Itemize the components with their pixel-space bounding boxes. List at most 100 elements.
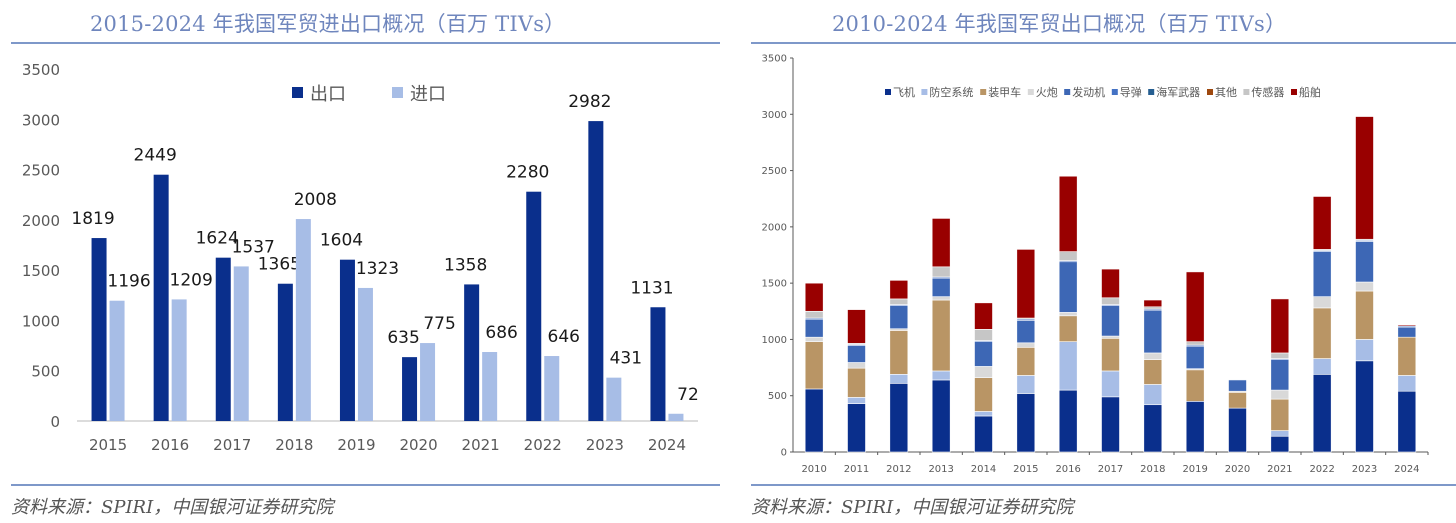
y-tick-label: 1000 [22, 312, 60, 330]
bar-segment-传感器 [1143, 306, 1163, 310]
bar-segment-飞机 [974, 415, 993, 453]
x-tick-label: 2011 [844, 464, 869, 475]
bar-segment-传感器 [974, 328, 993, 341]
x-tick-label: 2020 [1225, 464, 1250, 475]
bar-segment-飞机 [1143, 404, 1163, 453]
x-tick-label: 2016 [151, 436, 189, 454]
data-label: 431 [610, 349, 642, 369]
bar-export [153, 174, 169, 421]
bar-import [295, 219, 311, 421]
bar-segment-防空系统 [1101, 370, 1120, 398]
legend-swatch [1064, 89, 1071, 95]
legend-swatch [885, 89, 891, 95]
bar-segment-船舶 [1270, 298, 1290, 354]
legend-swatch [980, 89, 987, 95]
bar-import [109, 300, 125, 421]
bar-segment-防空系统 [1058, 341, 1078, 391]
bar-segment-船舶 [1016, 249, 1036, 319]
bar-segment-发动机 [931, 277, 951, 297]
left-source-divider [11, 484, 720, 486]
bar-segment-飞机 [931, 379, 951, 453]
bar-segment-装甲车 [1312, 307, 1332, 359]
y-tick-label: 2000 [22, 212, 60, 230]
bar-segment-发动机 [1270, 359, 1290, 391]
data-label: 1209 [170, 270, 213, 290]
x-tick-label: 2017 [213, 436, 251, 454]
bar-segment-装甲车 [804, 341, 824, 390]
bar-import [482, 352, 498, 421]
legend-swatch [1243, 89, 1250, 95]
x-tick-label: 2015 [1013, 464, 1038, 475]
legend-label: 进口 [410, 84, 446, 105]
data-label: 1323 [356, 259, 399, 279]
data-label: 2449 [134, 146, 177, 166]
bar-segment-飞机 [1185, 401, 1205, 453]
data-label: 1358 [444, 255, 487, 275]
bar-import [544, 356, 560, 421]
bar-segment-船舶 [804, 282, 824, 312]
import-export-bar-chart: 0 500 1000 1500 2000 2500 3000 3500 2015 1819 1196… [22, 61, 699, 454]
legend-label: 出口 [310, 84, 346, 105]
bar-import [420, 343, 436, 421]
data-label: 2280 [506, 163, 549, 183]
bar-segment-防空系统 [974, 411, 993, 417]
bar-segment-防空系统 [889, 374, 909, 384]
data-label: 2982 [568, 92, 611, 112]
bar-export [91, 238, 107, 421]
right-chart-panel: 2010-2024 年我国军贸出口概况（百万 TIVs） 0 500 1000 150… [740, 0, 1456, 523]
bar-segment-装甲车 [1228, 392, 1247, 409]
bar-segment-装甲车 [1355, 290, 1374, 340]
legend-label: 其他 [1215, 86, 1237, 99]
bar-segment-发动机 [1058, 261, 1078, 313]
data-label: 635 [387, 328, 419, 348]
legend-swatch [1148, 89, 1155, 95]
bar-segment-船舶 [1058, 175, 1078, 252]
bar-segment-装甲车 [1185, 369, 1205, 402]
bar-import [233, 266, 249, 421]
legend-label: 传感器 [1251, 86, 1284, 99]
bar-segment-发动机 [1397, 326, 1417, 338]
left-chart-panel: 2015-2024 年我国军贸进出口概况（百万 TIVs） 0 500 1000 15… [11, 12, 720, 518]
x-tick-label: 2013 [928, 464, 953, 475]
bar-segment-防空系统 [847, 397, 866, 404]
x-tick-label: 2018 [1140, 464, 1165, 475]
bar-segment-飞机 [1101, 396, 1120, 453]
bar-segment-发动机 [1143, 309, 1163, 354]
bar-import [357, 287, 373, 421]
y-tick-label: 3000 [762, 110, 787, 121]
bar-segment-防空系统 [931, 370, 951, 381]
bar-segment-装甲车 [1270, 398, 1290, 431]
bar-segment-火炮 [931, 296, 951, 301]
bar-segment-飞机 [804, 388, 824, 453]
data-label: 1131 [630, 278, 673, 298]
bar-segment-传感器 [931, 266, 951, 278]
right-source-note: 资料来源：SPIRI，中国银河证券研究院 [751, 497, 1074, 518]
data-label: 775 [423, 314, 455, 334]
legend-label: 导弹 [1120, 85, 1142, 99]
bar-segment-火炮 [1143, 352, 1163, 360]
bar-segment-船舶 [1397, 324, 1417, 327]
bar-export [650, 307, 666, 421]
bar-segment-发动机 [1185, 345, 1205, 369]
right-source-divider [751, 484, 1456, 486]
bar-segment-装甲车 [847, 367, 866, 398]
bar-segment-火炮 [1312, 296, 1332, 309]
bar-segment-装甲车 [974, 377, 993, 412]
bar-segment-飞机 [1355, 360, 1374, 453]
legend-swatch [921, 89, 928, 95]
x-tick-label: 2020 [399, 436, 437, 454]
x-tick-label: 2021 [462, 436, 500, 454]
x-tick-label: 2019 [337, 436, 375, 454]
legend-label: 海军武器 [1156, 85, 1200, 99]
bar-segment-船舶 [974, 302, 993, 330]
x-tick-label: 2016 [1055, 464, 1080, 475]
x-tick-label: 2023 [1352, 464, 1377, 475]
bar-segment-传感器 [889, 298, 909, 305]
bar-segment-装甲车 [1143, 359, 1163, 385]
export-category-stacked-chart: 0 500 1000 1500 2000 2500 3000 3500 2010 2011 2012… [762, 54, 1429, 475]
x-tick-label: 2022 [524, 436, 562, 454]
data-label: 1819 [71, 209, 114, 229]
legend-label: 防空系统 [929, 85, 973, 99]
y-tick-label: 3500 [22, 61, 60, 79]
bar-segment-发动机 [1016, 319, 1036, 344]
